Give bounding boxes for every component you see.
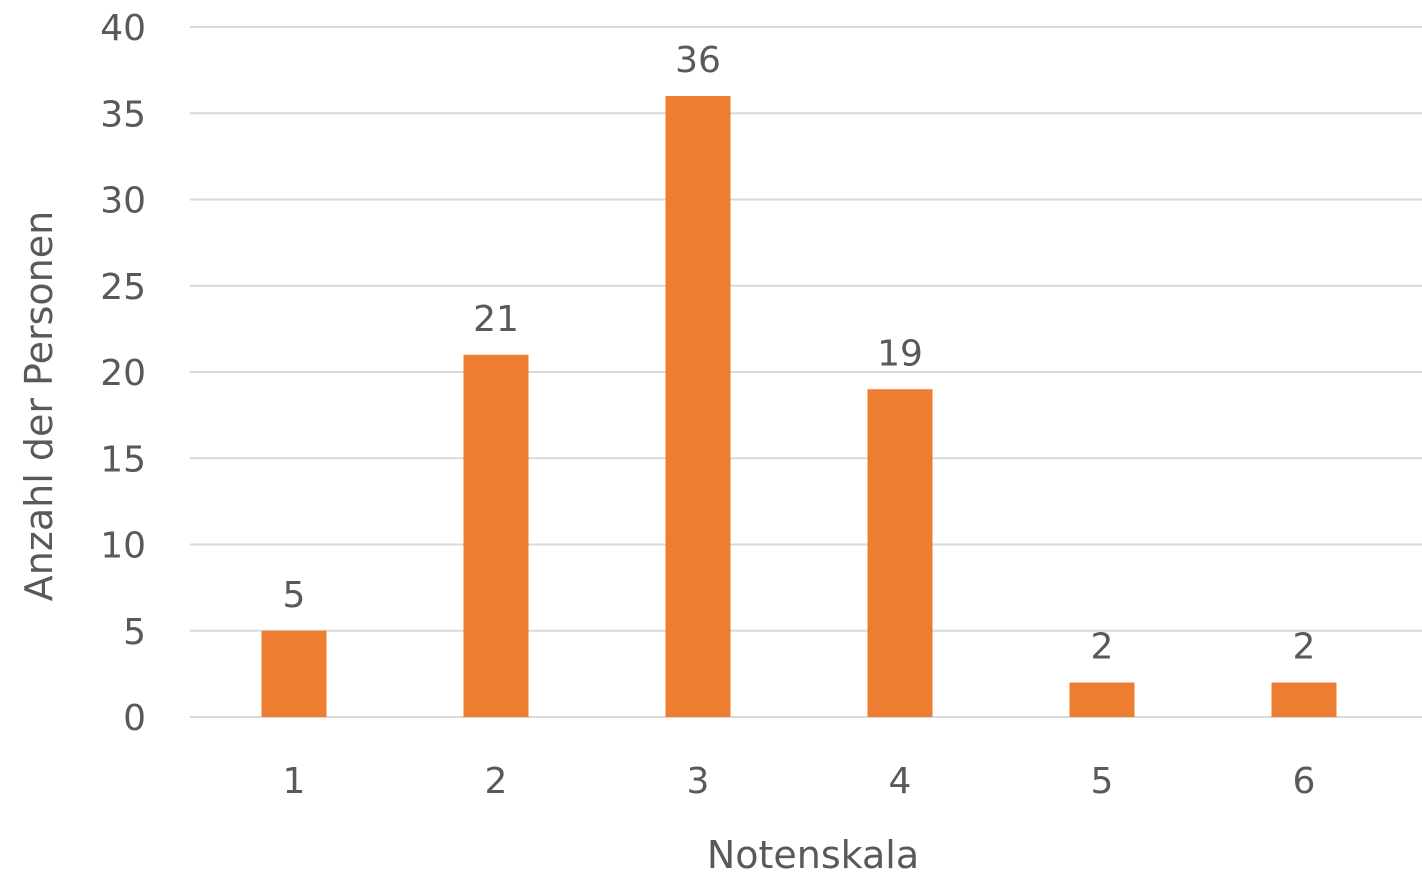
data-label-2: 21 [473, 299, 519, 340]
data-label-3: 36 [675, 40, 721, 81]
x-tick-label-4: 4 [889, 761, 912, 802]
y-axis-title: Anzahl der Personen [17, 211, 61, 601]
x-tick-label-6: 6 [1293, 761, 1316, 802]
bar-2 [463, 354, 529, 717]
x-axis-title: Notenskala [707, 833, 919, 872]
gridlines [190, 26, 1422, 718]
x-tick-label-2: 2 [485, 761, 508, 802]
y-tick-label: 20 [100, 353, 146, 394]
y-tick-label: 0 [123, 698, 146, 739]
bars [261, 96, 1337, 717]
y-tick-label: 35 [100, 94, 146, 135]
y-tick-label: 15 [100, 439, 146, 480]
data-labels: 5 21 36 19 2 2 [283, 40, 1316, 668]
bar-5 [1069, 682, 1135, 717]
y-tick-label: 30 [100, 181, 146, 222]
data-label-5: 2 [1091, 627, 1114, 668]
data-label-6: 2 [1293, 627, 1316, 668]
data-label-4: 19 [877, 333, 923, 374]
y-tick-label: 10 [100, 526, 146, 567]
x-tick-label-5: 5 [1091, 761, 1114, 802]
bar-3 [665, 96, 731, 717]
x-tick-label-1: 1 [283, 761, 306, 802]
y-axis-ticks: 0 5 10 15 20 25 30 35 40 [100, 8, 146, 739]
x-axis-ticks: 1 2 3 4 5 6 [283, 761, 1316, 802]
data-label-1: 5 [283, 575, 306, 616]
y-tick-label: 25 [100, 267, 146, 308]
x-tick-label-3: 3 [687, 761, 710, 802]
y-tick-label: 40 [100, 8, 146, 49]
bar-6 [1271, 682, 1337, 717]
bar-1 [261, 630, 327, 717]
bar-4 [867, 389, 933, 717]
y-tick-label: 5 [123, 612, 146, 653]
